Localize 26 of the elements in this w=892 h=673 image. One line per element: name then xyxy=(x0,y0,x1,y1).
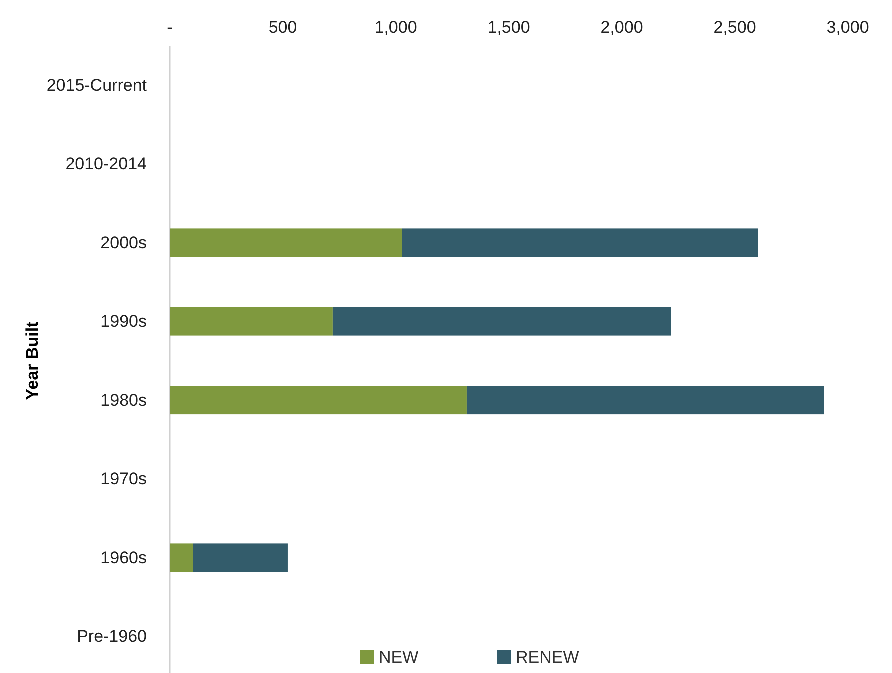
y-axis-title: Year Built xyxy=(23,321,42,400)
x-tick-label: 3,000 xyxy=(826,18,870,37)
legend-label: RENEW xyxy=(516,648,580,667)
y-tick-label: 1970s xyxy=(100,470,147,489)
x-tick-label: 1,500 xyxy=(488,18,530,37)
y-tick-label: 1980s xyxy=(100,390,147,410)
x-tick-label: 2,000 xyxy=(600,18,644,37)
x-tick-label: 1,000 xyxy=(374,18,418,37)
x-tick-label: 500 xyxy=(268,18,298,37)
bar xyxy=(170,228,402,258)
x-tick-label: 2,500 xyxy=(714,18,756,37)
bar xyxy=(193,544,288,572)
bar xyxy=(402,228,758,258)
y-tick-label: 2015-Current xyxy=(46,76,148,95)
y-tick-label: 1960s xyxy=(100,548,147,568)
x-tick-label: - xyxy=(167,18,173,37)
bar xyxy=(170,307,333,336)
bar xyxy=(332,307,672,336)
y-tick-label: 2000s xyxy=(100,233,147,252)
bar xyxy=(170,386,467,415)
legend-label: NEW xyxy=(379,648,419,667)
y-tick-label: Pre-1960 xyxy=(77,627,147,646)
y-tick-label: 2010-2014 xyxy=(66,154,147,174)
bar xyxy=(170,544,194,572)
bar xyxy=(466,386,824,415)
y-tick-label: 1990s xyxy=(100,312,147,332)
